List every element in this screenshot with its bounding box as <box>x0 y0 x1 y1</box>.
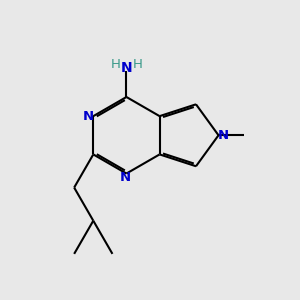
Text: N: N <box>121 61 132 75</box>
Text: N: N <box>218 129 230 142</box>
Text: N: N <box>119 172 130 184</box>
Text: N: N <box>82 110 94 123</box>
Text: H: H <box>110 58 120 70</box>
Text: H: H <box>133 58 142 70</box>
